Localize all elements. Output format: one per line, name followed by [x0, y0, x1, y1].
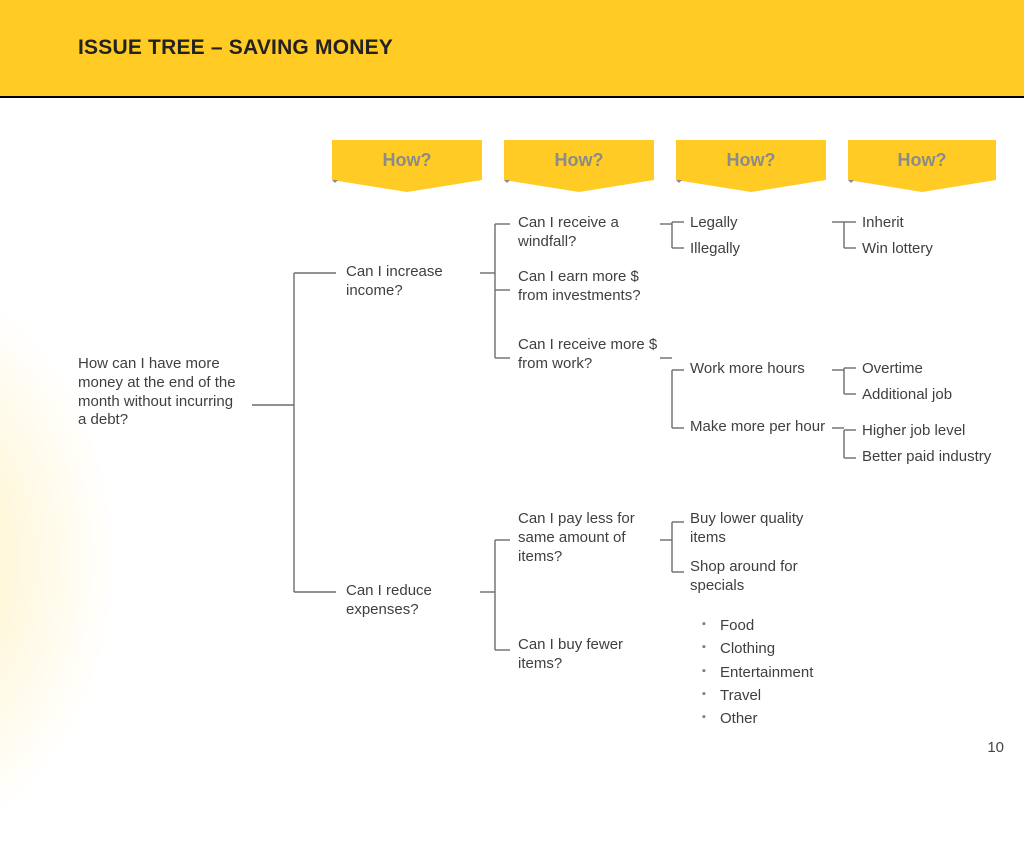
how-tab: How?	[332, 140, 482, 180]
bullet-item: Entertainment	[702, 661, 862, 684]
how-tab: How?	[504, 140, 654, 180]
how-tab-label: How?	[727, 150, 776, 171]
bullet-item: Food	[702, 614, 862, 637]
tree-node: Higher job level	[862, 422, 1012, 441]
tree-node: Make more per hour	[690, 418, 840, 437]
tree-node: Can I receive a windfall?	[518, 214, 668, 252]
tree-node: Overtime	[862, 360, 1012, 379]
tree-node: Illegally	[690, 240, 840, 259]
tree-node: Can I earn more $ from investments?	[518, 268, 668, 306]
how-tab-label: How?	[555, 150, 604, 171]
bullet-item: Travel	[702, 684, 862, 707]
background-accent	[0, 260, 120, 860]
tree-node: Can I pay less for same amount of items?	[518, 510, 668, 566]
slide-header: ISSUE TREE – SAVING MONEY	[0, 0, 1024, 96]
how-tab-label: How?	[383, 150, 432, 171]
bullet-item: Other	[702, 707, 862, 730]
tree-node: Additional job	[862, 386, 1012, 405]
page-number: 10	[987, 739, 1004, 756]
tree-node: How can I have more money at the end of …	[78, 355, 243, 430]
bullet-item: Clothing	[702, 637, 862, 660]
how-tab-arrow	[676, 180, 826, 192]
tree-node: Can I reduce expenses?	[346, 582, 496, 620]
tree-node: Can I receive more $ from work?	[518, 336, 668, 374]
tree-node: Better paid industry	[862, 448, 1012, 467]
slide-title: ISSUE TREE – SAVING MONEY	[78, 36, 393, 60]
header-divider	[0, 96, 1024, 98]
how-tab-arrow	[848, 180, 996, 192]
how-tab: How?	[676, 140, 826, 180]
tree-node: Shop around for specials	[690, 558, 840, 596]
tree-node: Legally	[690, 214, 840, 233]
tree-node: Can I increase income?	[346, 263, 496, 301]
tree-node: Work more hours	[690, 360, 840, 379]
how-tab-arrow	[504, 180, 654, 192]
tree-node: Win lottery	[862, 240, 1012, 259]
how-tab: How?	[848, 140, 996, 180]
how-tab-label: How?	[898, 150, 947, 171]
bullet-list: FoodClothingEntertainmentTravelOther	[702, 614, 862, 730]
tree-node: Buy lower quality items	[690, 510, 840, 548]
how-tab-arrow	[332, 180, 482, 192]
tree-node: Inherit	[862, 214, 1012, 233]
tree-node: Can I buy fewer items?	[518, 636, 668, 674]
how-tab-row: How? How? How? How?	[0, 140, 1024, 200]
